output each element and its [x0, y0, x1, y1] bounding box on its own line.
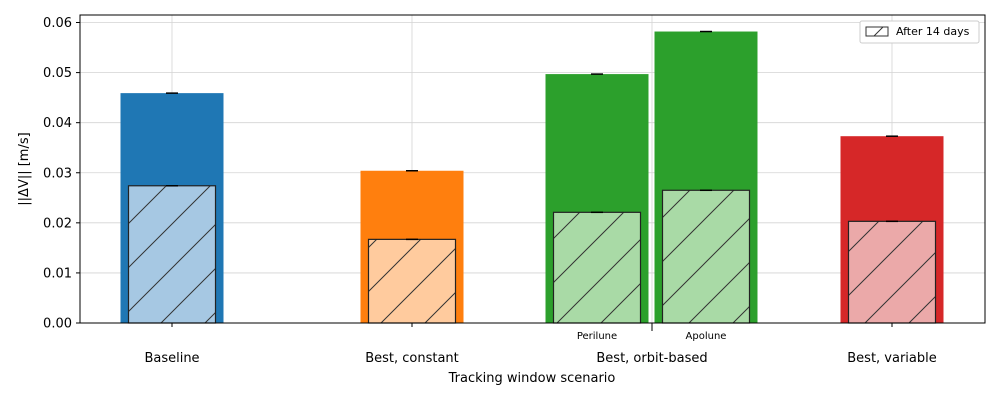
x-axis-label: Tracking window scenario — [448, 371, 616, 386]
axis-labels: Tracking window scenario ||ΔV|| [m/s] — [17, 132, 615, 386]
legend-frame — [859, 20, 980, 44]
legend-swatch-hatch — [873, 26, 884, 37]
bars — [120, 30, 944, 324]
axes: 0.00 0.01 0.02 0.03 0.04 0.05 0.06 Baseline Best… — [43, 14, 986, 366]
y-tick-label: 0.01 — [43, 266, 72, 281]
x-tick-label: Best, orbit-based — [596, 351, 707, 366]
y-tick-label: 0.05 — [43, 66, 72, 81]
x-sublabel: Apolune — [686, 331, 727, 342]
y-tick-label: 0.06 — [43, 16, 72, 31]
y-tick-label: 0.00 — [43, 317, 72, 332]
bar-after-14-days-hatch — [367, 238, 457, 324]
y-tick-label: 0.03 — [43, 166, 72, 181]
y-tick-label: 0.02 — [43, 216, 72, 231]
x-tick-label: Best, constant — [365, 351, 459, 366]
plot-frame — [79, 14, 986, 324]
x-tick-label: Baseline — [144, 351, 199, 366]
y-tick-label: 0.04 — [43, 116, 72, 131]
legend-entry-after-14-days: After 14 days — [896, 25, 970, 38]
x-tick-label: Best, variable — [847, 351, 937, 366]
legend: After 14 days — [859, 20, 980, 44]
bar-after-14-days-hatch — [552, 211, 642, 324]
y-axis-label: ||ΔV|| [m/s] — [17, 132, 32, 205]
bar-after-14-days-hatch — [847, 220, 937, 324]
legend-swatch — [865, 26, 889, 37]
bar-after-14-days-hatch — [127, 185, 217, 324]
bar-after-14-days-hatch — [661, 189, 751, 324]
x-sublabel: Perilune — [577, 331, 617, 342]
